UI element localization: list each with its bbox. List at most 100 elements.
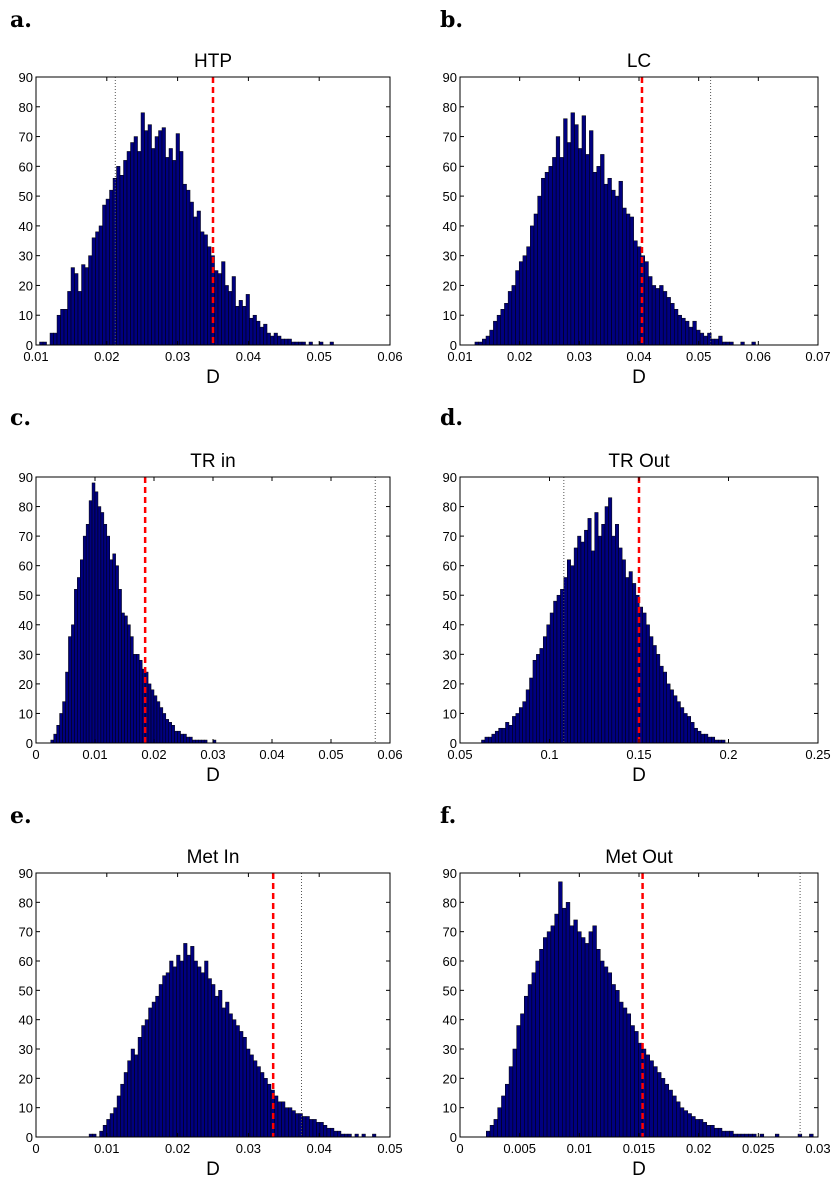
histogram-bar — [179, 151, 184, 346]
histogram-bar — [56, 725, 60, 744]
histogram-bar — [53, 332, 58, 346]
histogram-bar — [183, 943, 188, 1138]
histogram-bar — [305, 1116, 310, 1138]
histogram-bar — [68, 636, 72, 744]
panel-letter: e. — [10, 803, 32, 829]
histogram-bar — [197, 966, 202, 1138]
histogram-bar — [330, 1127, 335, 1138]
histogram-bar — [563, 577, 568, 744]
histogram-bar — [700, 733, 705, 744]
histogram-bar — [652, 645, 657, 744]
x-tick-label: 0 — [32, 747, 39, 762]
histogram-bar — [98, 225, 103, 346]
histogram-bar — [154, 136, 159, 346]
histogram-bar — [697, 730, 702, 744]
histogram-bar — [608, 497, 613, 744]
y-tick-label: 0 — [26, 736, 33, 751]
y-tick-label: 80 — [19, 895, 33, 910]
histogram-bar — [134, 1054, 139, 1138]
y-tick-label: 70 — [19, 925, 33, 940]
y-tick-label: 80 — [443, 895, 457, 910]
histogram-bar — [137, 1037, 142, 1138]
histogram-bar — [573, 919, 578, 1138]
histogram-bar — [123, 160, 128, 346]
histogram-bar — [62, 701, 66, 744]
histogram-bar — [497, 1107, 502, 1138]
y-tick-label: 90 — [443, 866, 457, 881]
y-tick-label: 40 — [19, 219, 33, 234]
histogram-bar — [659, 285, 664, 346]
histogram-bar — [193, 216, 198, 346]
y-tick-label: 0 — [450, 338, 457, 353]
histogram-bar — [552, 157, 557, 346]
histogram-bar — [511, 285, 516, 346]
histogram-bar — [82, 535, 87, 744]
histogram-bar — [512, 716, 517, 744]
histogram-bar — [615, 990, 620, 1138]
histogram-bar — [688, 326, 693, 346]
histogram-bar — [161, 127, 166, 346]
histogram-bar — [614, 195, 620, 346]
histogram-bar — [179, 960, 184, 1138]
histogram-bar — [91, 482, 96, 744]
histogram-bar — [567, 559, 571, 744]
histogram-bar — [165, 157, 170, 346]
histogram-bar — [127, 624, 131, 744]
histogram-bar — [611, 984, 616, 1138]
histogram-bar — [266, 332, 271, 346]
y-tick-label: 30 — [443, 647, 457, 662]
y-tick-label: 80 — [443, 100, 457, 115]
histogram-bar — [542, 636, 547, 744]
histogram-bar — [541, 177, 546, 346]
histogram-bar — [246, 1048, 251, 1138]
histogram-bar — [718, 335, 723, 346]
y-tick-label: 70 — [19, 130, 33, 145]
histogram-bar — [228, 291, 233, 346]
x-tick-label: 0.06 — [377, 747, 402, 762]
histogram-bar — [725, 1130, 730, 1138]
y-tick-label: 20 — [19, 1071, 33, 1086]
histogram-bar — [634, 1031, 639, 1138]
panel-lc: b. LC 0 10 20 30 40 50 60 70 80 90 0.01 0.02 0.03 0.04 0… — [440, 7, 831, 388]
histogram-bar — [628, 571, 633, 744]
histogram-bar — [172, 160, 177, 346]
histogram-bar — [112, 177, 117, 346]
histogram-bar — [607, 177, 612, 346]
histogram-bar — [698, 1119, 704, 1138]
histogram-bar — [148, 1007, 153, 1138]
x-tick-label: 0 — [32, 1141, 39, 1156]
x-axis-label: D — [632, 1159, 646, 1180]
histogram-bar — [526, 246, 531, 346]
histogram-bar — [67, 291, 72, 346]
histogram-bar — [648, 276, 653, 346]
histogram-bar — [116, 166, 121, 346]
histogram-bar — [218, 990, 223, 1138]
histogram-bar — [505, 722, 510, 744]
histogram-bar — [657, 1072, 662, 1138]
histogram-bar — [676, 1101, 681, 1138]
histogram-bar — [703, 335, 708, 346]
histogram-bar — [649, 636, 654, 744]
histogram-bar — [99, 1130, 104, 1138]
histogram-bar — [102, 1125, 107, 1138]
histogram-bar — [603, 966, 609, 1138]
histogram-bar — [249, 1054, 254, 1138]
histogram-bar — [618, 547, 623, 744]
y-tick-label: 20 — [19, 278, 33, 293]
histogram-bar — [158, 130, 163, 346]
histogram-bar — [683, 1110, 689, 1138]
histogram-bar — [663, 671, 667, 744]
histogram-bar — [591, 550, 595, 744]
histogram-bar — [515, 713, 520, 744]
histogram-bar — [642, 612, 647, 744]
histogram-bar — [537, 195, 542, 346]
y-tick-label: 20 — [443, 278, 457, 293]
histogram-bar — [600, 154, 605, 346]
histogram-bar — [151, 148, 156, 346]
histogram-bar — [196, 210, 201, 346]
x-axis-label: D — [632, 367, 646, 388]
x-tick-label: 0.01 — [447, 349, 472, 364]
histogram-bar — [607, 972, 612, 1138]
histogram-bar — [581, 115, 586, 346]
histogram-bar — [270, 335, 275, 346]
